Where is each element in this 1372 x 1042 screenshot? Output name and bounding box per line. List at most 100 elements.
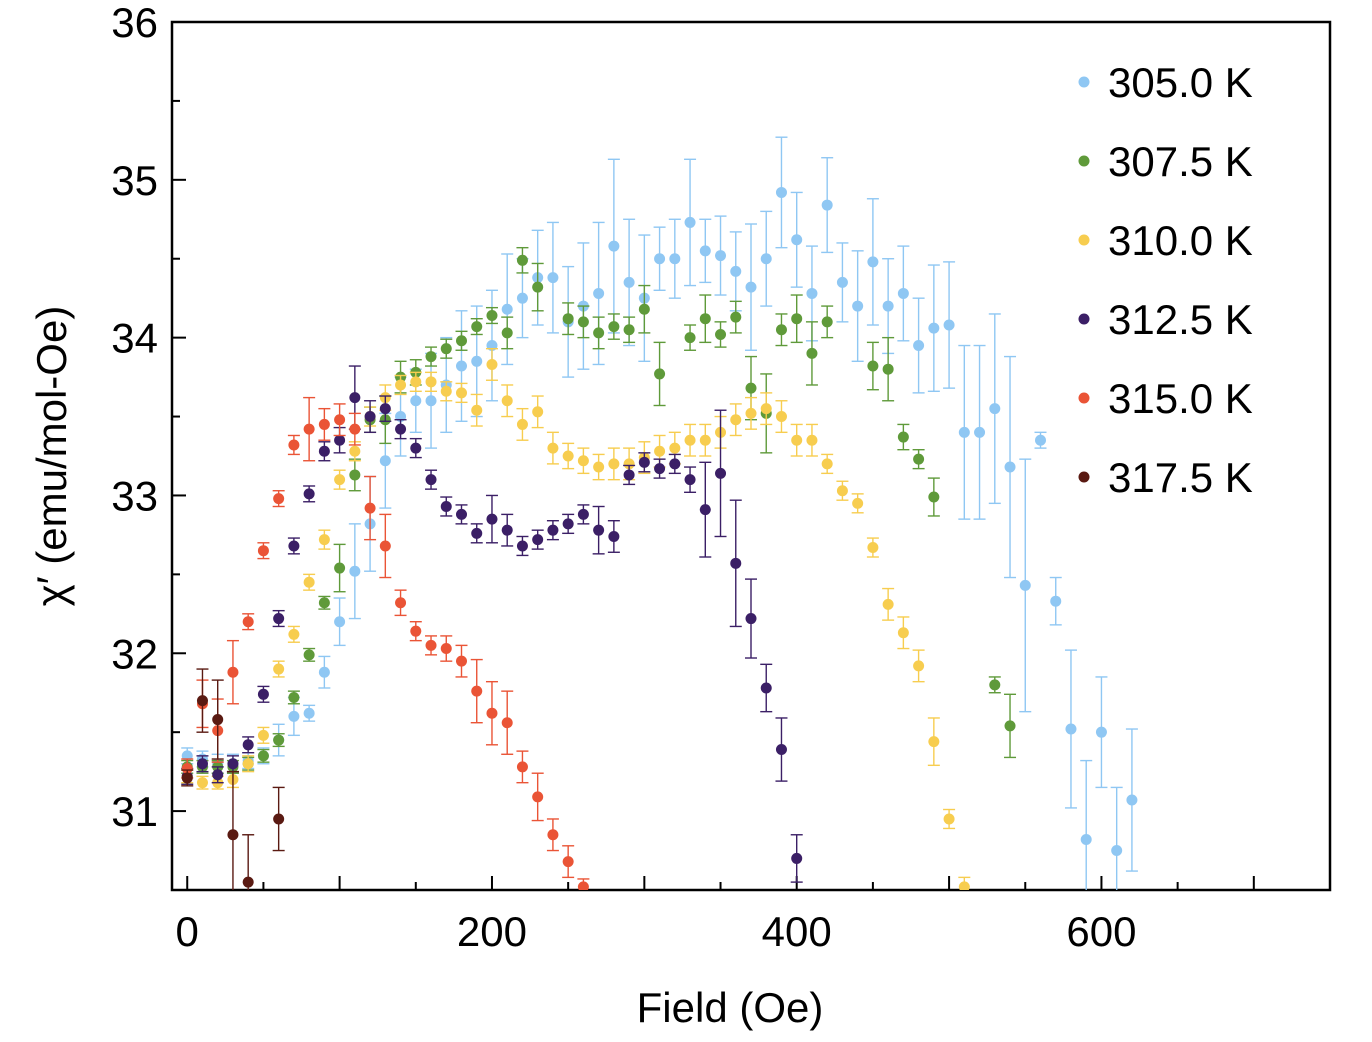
data-point xyxy=(425,351,437,363)
data-point xyxy=(440,643,452,655)
data-point xyxy=(257,750,269,762)
data-point xyxy=(501,327,513,339)
data-point xyxy=(775,324,787,336)
data-point xyxy=(364,411,376,423)
data-point xyxy=(532,281,544,293)
data-point xyxy=(715,328,727,340)
data-point xyxy=(913,453,925,465)
data-point xyxy=(562,856,574,868)
data-point xyxy=(608,530,620,542)
data-point xyxy=(486,358,498,370)
x-axis-title: Field (Oe) xyxy=(637,984,824,1031)
data-point xyxy=(623,469,635,481)
data-point xyxy=(379,403,391,415)
data-point xyxy=(1035,434,1046,446)
data-point xyxy=(334,474,346,486)
data-point xyxy=(349,445,361,457)
data-point xyxy=(913,340,925,352)
data-point xyxy=(516,292,528,304)
data-point xyxy=(562,518,574,530)
data-point xyxy=(456,655,467,667)
data-point xyxy=(273,613,285,625)
data-series-layer xyxy=(181,136,1138,890)
data-point xyxy=(684,434,696,446)
data-point xyxy=(288,628,300,640)
y-tick-label: 35 xyxy=(111,157,158,204)
data-point xyxy=(852,300,864,312)
x-tick-label: 400 xyxy=(762,908,832,955)
data-point xyxy=(745,407,757,419)
data-point xyxy=(897,627,909,639)
data-point xyxy=(501,717,513,729)
data-point xyxy=(745,281,757,293)
data-point xyxy=(425,376,437,388)
data-point xyxy=(1065,723,1077,735)
y-axis-title: χ′ (emu/mol-Oe) xyxy=(28,306,75,607)
data-point xyxy=(775,744,787,756)
data-point xyxy=(775,411,787,423)
data-point xyxy=(532,406,544,418)
data-point xyxy=(181,772,193,784)
data-point xyxy=(242,616,254,628)
data-point xyxy=(715,250,727,262)
data-point xyxy=(928,322,940,334)
data-point xyxy=(974,426,986,438)
data-point xyxy=(943,319,955,331)
data-point xyxy=(288,439,300,451)
series-3125K xyxy=(181,365,803,883)
data-point xyxy=(318,445,330,457)
data-point xyxy=(745,613,757,625)
data-point xyxy=(486,310,498,322)
legend-marker xyxy=(1078,234,1090,246)
data-point xyxy=(699,434,711,446)
data-point xyxy=(318,597,330,609)
data-point xyxy=(547,524,559,536)
data-point xyxy=(791,234,803,246)
data-point xyxy=(532,534,544,546)
data-point xyxy=(303,423,315,435)
data-point xyxy=(897,431,909,443)
x-tick-label: 200 xyxy=(457,908,527,955)
data-point xyxy=(303,488,315,500)
data-point xyxy=(928,491,940,503)
data-point xyxy=(1004,720,1016,732)
data-point xyxy=(471,321,483,333)
data-point xyxy=(242,876,254,888)
series-3175K xyxy=(181,668,285,890)
data-point xyxy=(791,852,803,864)
data-point xyxy=(638,456,650,468)
data-point xyxy=(288,710,300,722)
data-point xyxy=(760,682,772,694)
data-point xyxy=(1080,833,1092,845)
data-point xyxy=(471,685,483,697)
data-point xyxy=(242,758,254,770)
data-point xyxy=(334,616,346,628)
data-point xyxy=(440,385,452,397)
data-point xyxy=(577,881,589,890)
data-point xyxy=(547,272,559,284)
data-point xyxy=(501,524,513,536)
data-point xyxy=(349,565,361,577)
data-point xyxy=(593,461,605,473)
data-point xyxy=(699,504,711,516)
data-point xyxy=(334,414,346,426)
data-point xyxy=(836,485,848,497)
data-point xyxy=(577,508,589,520)
data-point xyxy=(501,395,513,407)
legend-label: 317.5 K xyxy=(1108,454,1253,501)
legend-marker xyxy=(1078,76,1090,88)
data-point xyxy=(593,287,605,299)
data-point xyxy=(273,493,285,505)
data-point xyxy=(242,739,254,751)
data-point xyxy=(943,813,955,825)
data-point xyxy=(654,463,666,475)
data-point xyxy=(699,245,711,257)
data-point xyxy=(349,392,361,404)
series-3050K xyxy=(181,136,1138,890)
data-point xyxy=(532,791,544,803)
data-point xyxy=(273,813,285,825)
data-point xyxy=(593,327,605,339)
legend-label: 312.5 K xyxy=(1108,296,1253,343)
data-point xyxy=(593,524,605,536)
data-point xyxy=(715,467,727,479)
